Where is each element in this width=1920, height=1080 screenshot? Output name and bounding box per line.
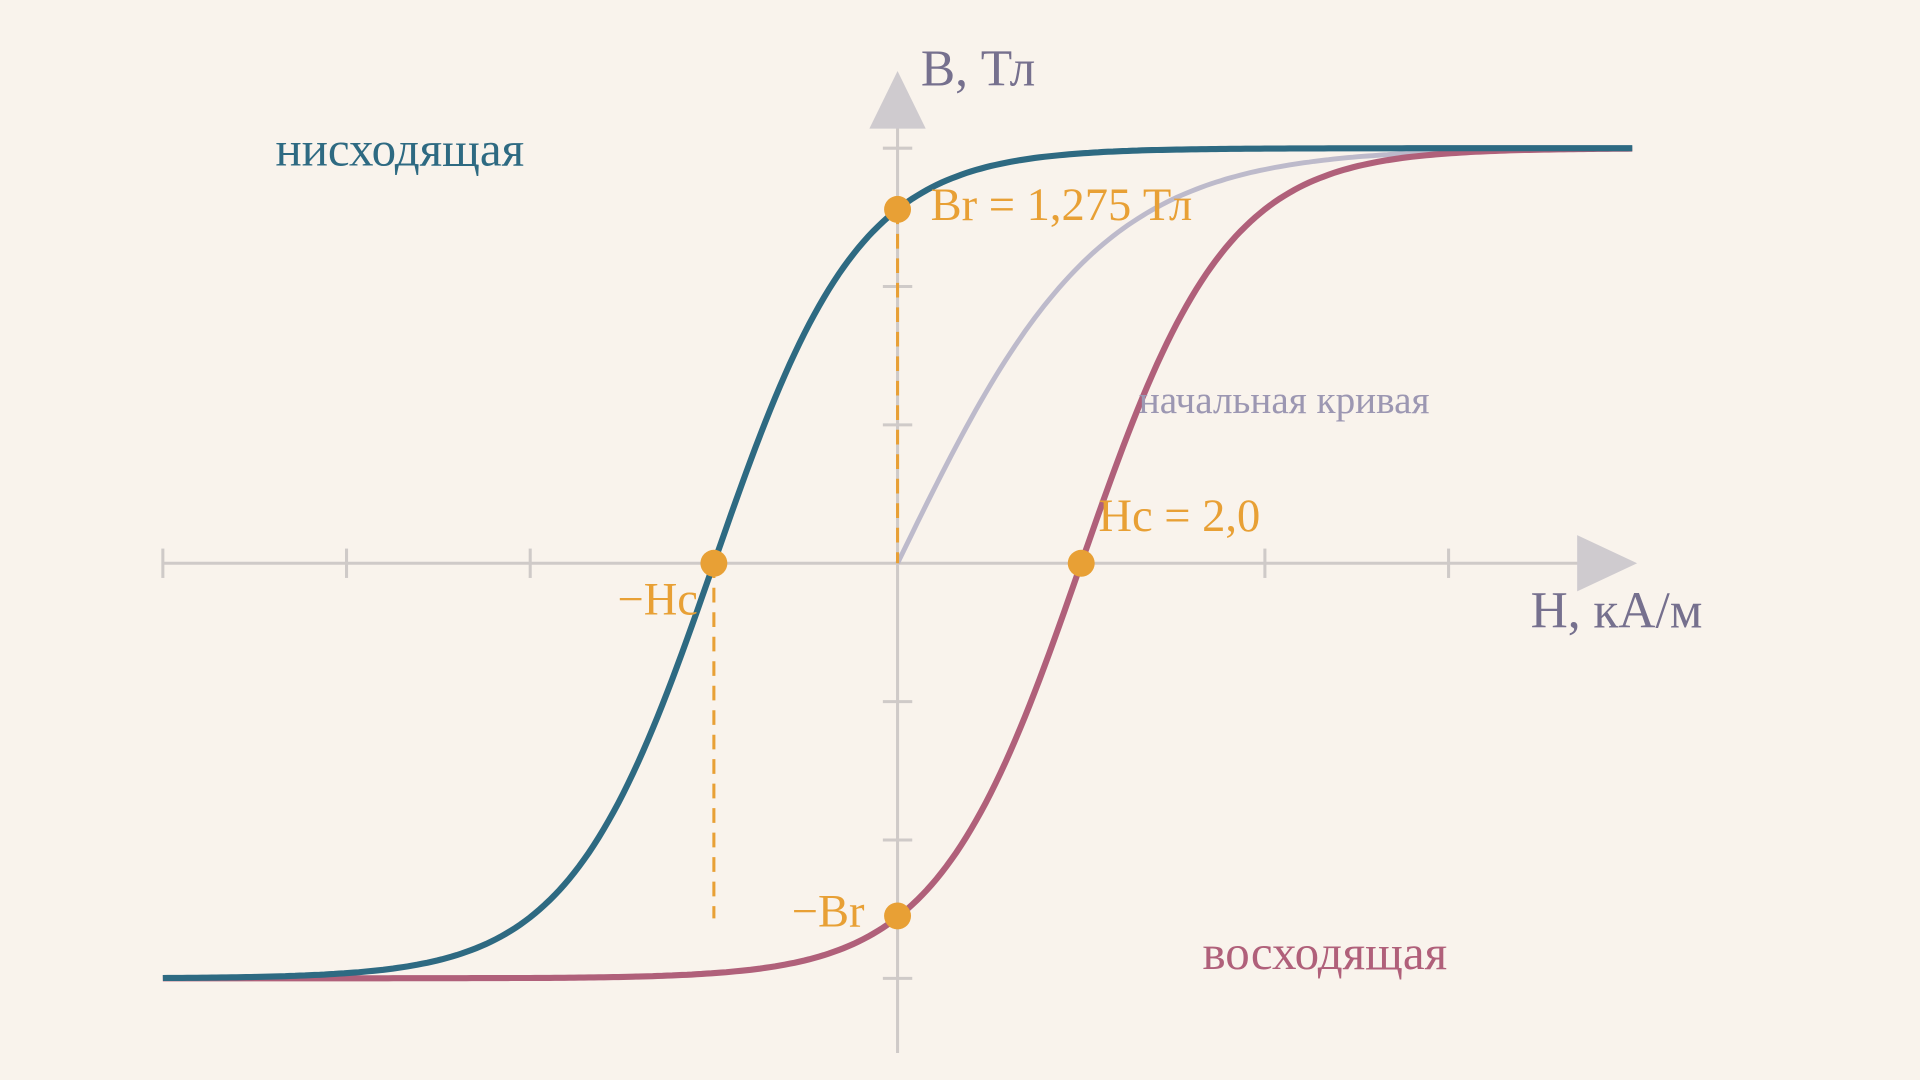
- x-axis-label: H, кА/м: [1531, 583, 1703, 640]
- hc-point: [1067, 549, 1095, 577]
- neg-hc-label: −Hc: [617, 574, 697, 625]
- initial-label: начальная кривая: [1139, 379, 1430, 422]
- hc-label: Hc = 2,0: [1098, 491, 1260, 542]
- axes: [161, 71, 1638, 1054]
- descending-label: нисходящая: [276, 122, 525, 177]
- neg-br-point: [884, 902, 912, 930]
- x-arrow: [1577, 535, 1638, 592]
- y-arrow: [869, 71, 926, 129]
- ascending-label: восходящая: [1202, 925, 1447, 980]
- neg-hc-point: [700, 549, 728, 577]
- br-label: Br = 1,275 Тл: [931, 180, 1193, 231]
- br-point: [884, 195, 912, 223]
- neg-br-label: −Br: [792, 887, 865, 938]
- y-axis-label: B, Тл: [921, 40, 1035, 97]
